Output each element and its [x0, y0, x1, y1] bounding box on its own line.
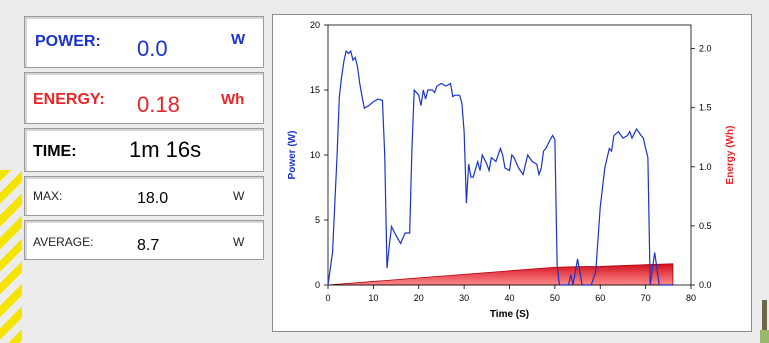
x-tick-label: 60	[595, 293, 605, 303]
y-tick-label: 15	[310, 85, 320, 95]
window-edge-decoration-2	[760, 330, 769, 343]
y2-tick-label: 1.5	[699, 103, 712, 113]
power-energy-chart: 0 10 20 30 40 50 60 70 80 0 5 10 15 20 0.0 0.5 1.0 1.5 2.0…	[287, 20, 736, 320]
energy-label: ENERGY:	[33, 91, 105, 108]
yellow-stripe-decoration	[0, 170, 22, 343]
energy-area	[327, 263, 674, 286]
max-unit: W	[233, 189, 245, 203]
y2-tick-label: 1.0	[699, 162, 712, 172]
max-label: MAX:	[33, 189, 63, 203]
x-tick-label: 10	[368, 293, 378, 303]
x-tick-label: 0	[325, 293, 330, 303]
x-tick-label: 80	[686, 293, 696, 303]
window-edge-decoration	[762, 300, 767, 330]
max-value: 18.0	[137, 190, 169, 207]
energy-unit: Wh	[221, 91, 245, 108]
y2-axis-label: Energy (Wh)	[725, 126, 736, 185]
average-label: AVERAGE:	[33, 235, 94, 249]
plot-frame	[327, 24, 692, 286]
average-box: AVERAGE: 8.7 W	[24, 220, 264, 260]
power-label: POWER:	[35, 33, 101, 50]
power-value: 0.0	[137, 36, 168, 61]
y-tick-label: 5	[315, 215, 320, 225]
average-value: 8.7	[137, 237, 160, 254]
max-box: MAX: 18.0 W	[24, 176, 264, 216]
y-axis-label: Power (W)	[287, 131, 298, 180]
energy-box: ENERGY: 0.18 Wh	[24, 72, 264, 124]
x-tick-label: 50	[550, 293, 560, 303]
x-tick-label: 20	[414, 293, 424, 303]
time-label: TIME:	[33, 143, 77, 160]
energy-value: 0.18	[137, 92, 180, 117]
x-tick-label: 40	[504, 293, 514, 303]
power-energy-chart-panel: 0 10 20 30 40 50 60 70 80 0 5 10 15 20 0.0 0.5 1.0 1.5 2.0…	[272, 14, 752, 332]
x-tick-label: 70	[641, 293, 651, 303]
power-box: POWER: 0.0 W	[24, 16, 264, 68]
time-value: 1m 16s	[129, 137, 202, 162]
y-tick-label: 10	[310, 150, 320, 160]
x-axis-label: Time (S)	[490, 309, 529, 320]
average-unit: W	[233, 235, 245, 249]
power-unit: W	[231, 31, 246, 48]
power-series-line	[327, 49, 673, 286]
time-box: TIME: 1m 16s	[24, 128, 264, 172]
y2-tick-label: 0.5	[699, 221, 712, 231]
y-tick-label: 0	[315, 280, 320, 290]
y2-tick-label: 2.0	[699, 44, 712, 54]
y2-tick-label: 0.0	[699, 280, 712, 290]
x-tick-label: 30	[459, 293, 469, 303]
y-tick-label: 20	[310, 20, 320, 30]
